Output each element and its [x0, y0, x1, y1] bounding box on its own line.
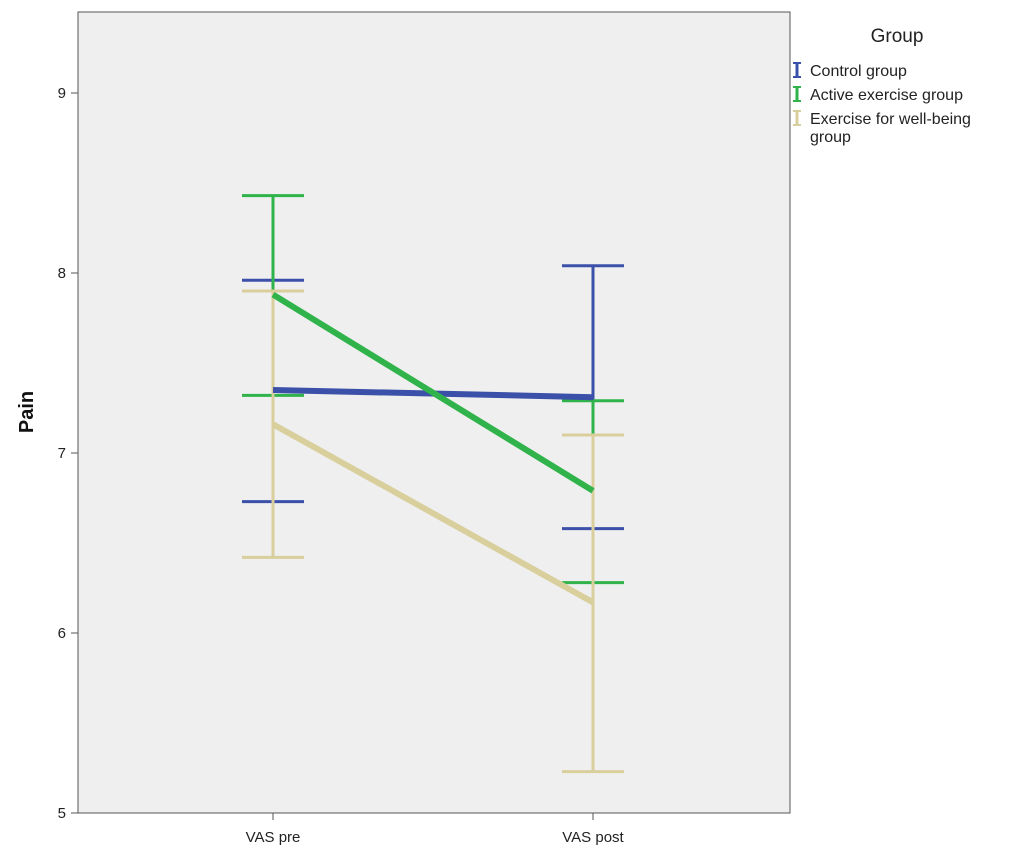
x-tick-label: VAS post — [562, 829, 624, 846]
y-tick-label: 7 — [58, 445, 66, 462]
legend-label: Exercise for well-being group — [810, 111, 971, 146]
legend-title: Group — [871, 26, 924, 47]
legend-item: Active exercise group — [793, 86, 963, 104]
legend-item: Exercise for well-being group — [793, 110, 971, 146]
plot-area — [77, 11, 791, 814]
series-line-2 — [271, 292, 595, 494]
y-tick-label: 8 — [58, 265, 66, 282]
series-group — [242, 194, 624, 774]
y-tick-label: 9 — [58, 85, 66, 102]
x-tick-label: VAS pre — [246, 829, 301, 846]
legend-item: Control group — [793, 62, 907, 80]
series-line-3 — [271, 421, 595, 606]
x-axis: VAS pre VAS post — [246, 813, 625, 846]
y-axis: 5 6 7 8 9 — [58, 85, 78, 822]
y-tick-label: 5 — [58, 805, 66, 822]
y-tick-label: 6 — [58, 625, 66, 642]
legend-label: Control group — [810, 63, 907, 80]
legend-label: Active exercise group — [810, 87, 963, 104]
legend: Group Control group Active exercise group… — [793, 26, 971, 146]
y-axis-label: Pain — [16, 391, 38, 433]
